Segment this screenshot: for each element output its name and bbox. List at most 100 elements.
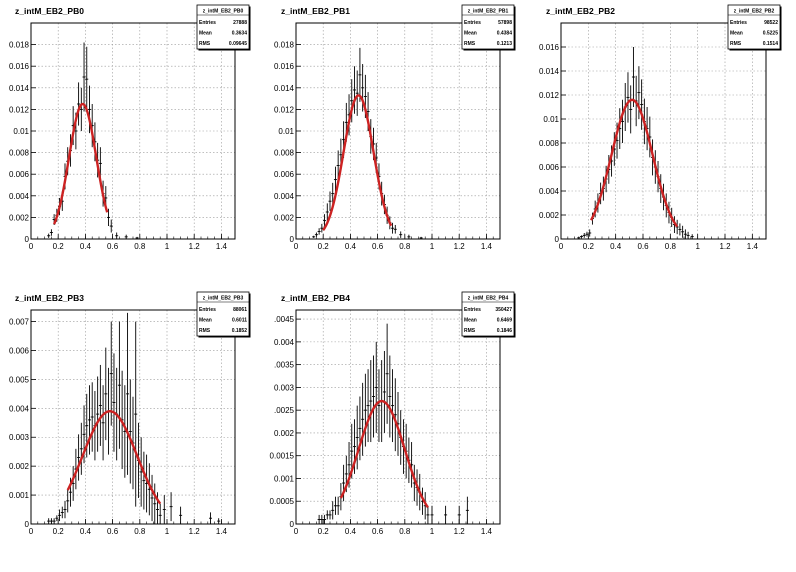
y-tick-label: 0.0005 [270,497,295,506]
fit-curve [322,94,393,231]
x-tick-label: 1 [165,242,170,251]
y-tick-label: 0.002 [274,429,295,438]
x-tick-label: 0 [294,527,299,536]
y-tick-label: 0.004 [539,187,560,196]
y-tick-label: 0 [290,235,295,244]
y-tick-label: 0.003 [274,383,295,392]
stats-label: RMS [199,328,211,334]
y-tick-label: 0.012 [539,91,560,100]
histogram-panel-4: z_intM_EB2_PB4 0 0.2 0.4 0.6 0.8 1 1.2 1.4 0 0.000… [270,291,516,536]
panel-title: z_intM_EB2_PB0 [15,6,84,16]
y-tick-label: 0.008 [9,149,30,158]
x-tick-label: 1 [695,242,700,251]
x-tick-label: 0.2 [583,242,595,251]
y-tick-label: 0.006 [274,170,295,179]
y-tick-label: 0.016 [9,62,30,71]
panel-title: z_intM_EB2_PB3 [15,293,84,303]
stats-value: 0.6011 [232,318,247,324]
y-tick-label: 0.014 [274,84,295,93]
x-tick-label: 0.4 [610,242,622,251]
x-tick-label: 0 [29,527,34,536]
y-tick-label: 0.008 [539,139,560,148]
y-tick-label: 0.006 [9,346,30,355]
y-tick-label: 0.002 [539,211,560,220]
stats-value: 0.5225 [763,31,779,37]
fit-curve [590,98,679,228]
stats-label: Entries [464,20,481,26]
y-tick-label: 0.004 [274,192,295,201]
x-tick-label: 0.6 [372,242,384,251]
stats-box [727,4,781,50]
y-tick-label: .0035 [274,361,295,370]
stats-label: RMS [199,41,211,47]
x-tick-label: 0.8 [134,527,146,536]
x-tick-label: 0.8 [665,242,677,251]
x-tick-label: 0.2 [318,242,330,251]
y-tick-label: 0.001 [9,491,30,500]
y-tick-label: 0.004 [9,404,30,413]
x-tick-label: 0.4 [345,527,357,536]
stats-label: Mean [199,31,212,37]
stats-value: 0.1514 [763,41,779,47]
panel-title: z_intM_EB2_PB4 [281,293,350,303]
x-tick-label: 0.2 [318,527,330,536]
x-tick-label: 0.8 [399,242,411,251]
y-tick-label: 0.002 [9,462,30,471]
x-tick-label: 1.4 [481,527,493,536]
y-tick-label: 0 [25,520,30,529]
x-tick-label: 0.8 [399,527,411,536]
y-tick-label: 0.005 [9,375,30,384]
stats-label: RMS [464,328,476,334]
stats-box [461,4,515,50]
x-tick-label: 1.2 [454,242,466,251]
stats-value: 98522 [764,20,778,26]
panel-title: z_intM_EB2_PB1 [281,6,350,16]
y-tick-label: 0 [290,520,295,529]
stats-value: 0.1846 [497,328,513,334]
x-tick-label: 1.2 [189,242,201,251]
y-tick-label: 0.002 [9,213,30,222]
stats-name: z_intM_EB2_PB2 [734,9,775,15]
x-tick-label: 1.4 [747,242,759,251]
x-tick-label: 1.4 [216,242,228,251]
fit-curve [66,410,162,505]
histogram-panel-2: z_intM_EB2_PB2 0 0.2 0.4 0.6 0.8 1 1.2 1.4 0 0.002… [539,4,782,251]
x-tick-label: 1 [430,527,435,536]
x-tick-label: 0.4 [80,527,92,536]
stats-value: 0.3634 [232,31,248,37]
y-tick-label: 0.003 [9,433,30,442]
stats-label: Mean [730,31,743,37]
y-tick-label: 0.01 [278,127,294,136]
fit-curve [339,399,429,509]
y-tick-label: 0.007 [9,318,30,327]
y-tick-label: .0025 [274,406,295,415]
y-tick-label: 0.001 [274,474,295,483]
x-tick-label: 0.2 [53,242,65,251]
y-tick-label: 0.016 [274,62,295,71]
stats-value: 0.1852 [232,328,248,334]
x-tick-label: 0.8 [134,242,146,251]
y-tick-label: 0.01 [543,115,559,124]
stats-value: 0.6469 [497,318,513,324]
x-tick-label: 1 [165,527,170,536]
panel-title: z_intM_EB2_PB2 [546,6,615,16]
x-tick-label: 1.4 [481,242,493,251]
y-tick-label: 0.018 [9,41,30,50]
x-tick-label: 0.4 [80,242,92,251]
y-tick-label: 0.004 [274,338,295,347]
stats-label: RMS [464,41,476,47]
y-tick-label: 0.006 [539,163,560,172]
x-tick-label: 0.6 [372,527,384,536]
histogram-panel-3: z_intM_EB2_PB3 0 0.2 0.4 0.6 0.8 1 1.2 1.4 0 0.001… [9,291,251,536]
stats-value: 27888 [233,20,247,26]
stats-box [461,291,515,337]
stats-name: z_intM_EB2_PB3 [203,296,244,302]
y-tick-label: 0.006 [9,170,30,179]
stats-label: Entries [730,20,747,26]
stats-label: Mean [464,31,477,37]
stats-value: 0.4384 [497,31,513,37]
stats-name: z_intM_EB2_PB0 [203,9,244,15]
stats-name: z_intM_EB2_PB1 [468,9,509,15]
x-tick-label: 1 [430,242,435,251]
